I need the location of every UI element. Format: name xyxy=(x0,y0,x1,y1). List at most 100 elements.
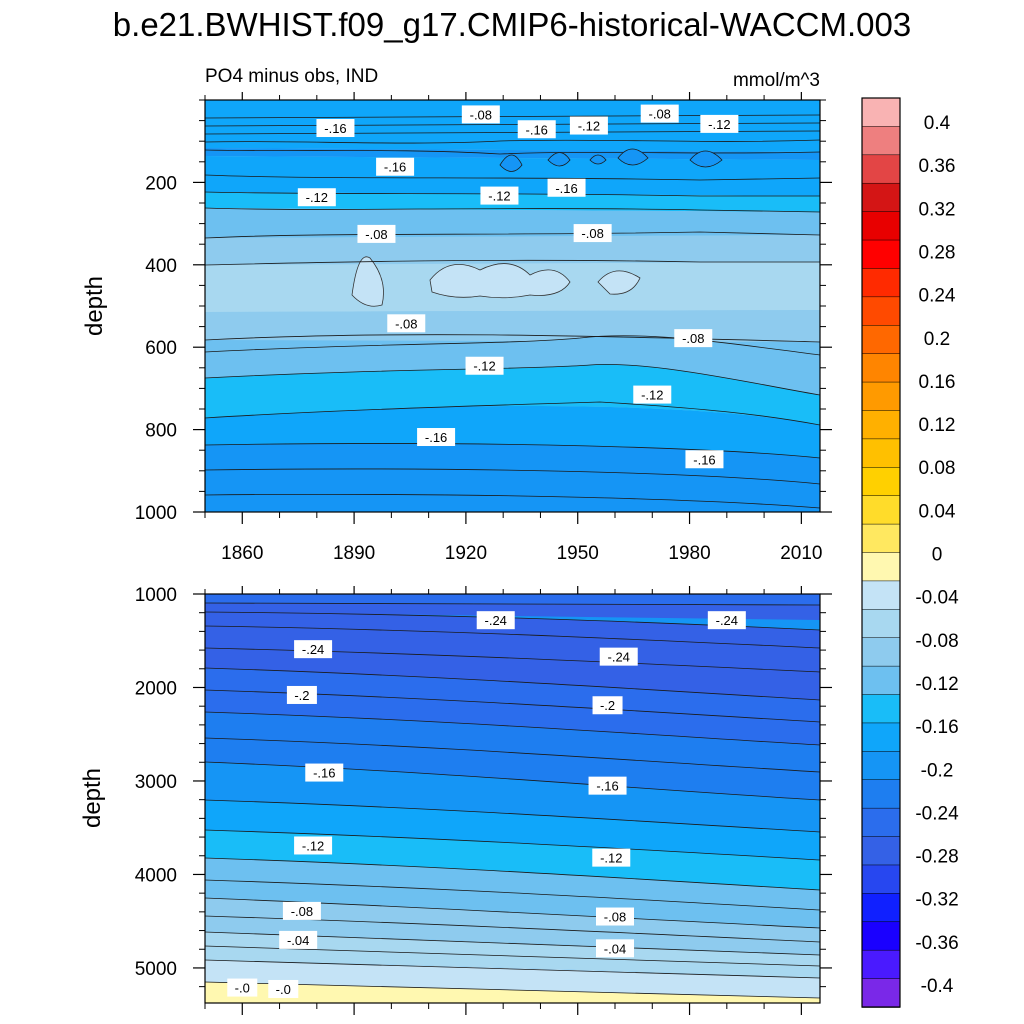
contour-label: -.08 xyxy=(461,105,500,124)
bottom-contour-labels: -.24 -.24 -.24 -.24 -.2 -.2 -.16 -.16 -.12 -.12 -.… xyxy=(227,611,746,998)
colorbar-label: 0.12 xyxy=(919,415,956,436)
contour-label: -.16 xyxy=(376,157,415,176)
colorbar-swatch xyxy=(861,523,901,554)
contour-label: -.08 xyxy=(387,314,426,333)
contour-label-box xyxy=(376,157,415,176)
contour-label-box xyxy=(547,178,586,197)
x-tick-label: 1950 xyxy=(557,543,599,564)
y-tick-label: 600 xyxy=(145,338,177,359)
contour-label-box xyxy=(294,836,333,855)
colorbar-swatch xyxy=(861,467,901,497)
contour-label-box xyxy=(480,186,519,205)
contour-label-text: -.08 xyxy=(682,331,704,346)
contour-label-text: -.08 xyxy=(649,107,671,122)
contour-label: -.16 xyxy=(417,428,456,447)
contour-label-box xyxy=(596,939,634,958)
contour-label: -.04 xyxy=(279,930,318,949)
contour-label-box xyxy=(305,763,344,782)
x-tick-label: 1980 xyxy=(668,543,710,564)
colorbar-swatch xyxy=(861,893,901,923)
contour-label-text: -.12 xyxy=(488,189,510,204)
contour-label-box xyxy=(685,450,724,469)
contour-label-text: -.16 xyxy=(384,160,406,175)
contour-label-box xyxy=(700,114,739,133)
contour-label-box xyxy=(573,224,612,243)
colorbar-swatch xyxy=(861,495,901,525)
contour-label-text: -.2 xyxy=(294,688,309,703)
contour-label-text: -.24 xyxy=(608,650,630,665)
contour-label-box xyxy=(569,116,608,135)
contour-label: -.08 xyxy=(282,901,321,920)
chart-title: b.e21.BWHIST.f09_g17.CMIP6-historical-WA… xyxy=(113,6,911,43)
bottom-y-axis-label: depth xyxy=(79,768,106,828)
colorbar-label: -0.36 xyxy=(915,933,958,954)
contour-label: -.04 xyxy=(596,939,634,958)
y-tick-label: 400 xyxy=(145,256,177,277)
contour-label-box xyxy=(517,120,556,139)
contour-label-text: -.0 xyxy=(235,981,250,996)
contour-label-box xyxy=(674,329,713,348)
colorbar-swatch xyxy=(861,154,901,184)
y-tick-label: 800 xyxy=(145,421,177,442)
contour-label-box xyxy=(387,314,426,333)
colorbar-swatch xyxy=(861,239,901,270)
y-tick-label: 4000 xyxy=(135,865,177,886)
contour-label-text: -.24 xyxy=(485,613,507,628)
contour-label-text: -.2 xyxy=(600,698,615,713)
x-tick-label: 1920 xyxy=(445,543,487,564)
top-y-axis-label: depth xyxy=(81,276,108,336)
colorbar-label: -0.08 xyxy=(915,631,958,652)
colorbar-label: 0.16 xyxy=(919,372,956,393)
colorbar-swatch xyxy=(861,836,901,866)
contour-label-text: -.16 xyxy=(596,779,618,794)
contour-label-box xyxy=(461,105,500,124)
contour-label: -.08 xyxy=(596,907,634,926)
colorbar-label: 0 xyxy=(932,545,943,566)
contour-label-text: -.24 xyxy=(716,613,738,628)
y-tick-label: 2000 xyxy=(135,678,177,699)
colorbar-label: -0.32 xyxy=(915,890,958,911)
contour-label-box xyxy=(227,978,258,997)
contour-label-text: -.08 xyxy=(604,910,626,925)
contour-label: -.08 xyxy=(573,224,612,243)
contour-label-text: -.16 xyxy=(313,766,335,781)
contour-label-box xyxy=(417,428,456,447)
colorbar-swatch xyxy=(861,381,901,412)
contour-label: -.16 xyxy=(305,763,344,782)
contour-label: -.12 xyxy=(480,186,519,205)
colorbar-swatch xyxy=(861,438,901,469)
y-tick-label: 3000 xyxy=(135,772,177,793)
colorbar-swatch xyxy=(861,978,901,1008)
contour-label: -.16 xyxy=(547,178,586,197)
contour-label: -.24 xyxy=(476,611,515,630)
contour-label: -.12 xyxy=(633,385,672,404)
top-panel: 1860 1890 1920 1950 1980 2010 200 400 600 800 100… xyxy=(81,92,832,564)
contour-label-text: -.16 xyxy=(526,122,548,137)
contour-label-text: -.04 xyxy=(287,933,309,948)
contour-label-box xyxy=(476,611,515,630)
subtitle-left: PO4 minus obs, IND xyxy=(205,66,378,87)
colorbar-label: 0.28 xyxy=(919,242,956,263)
contour-label: -.08 xyxy=(674,329,713,348)
contour-label-text: -.16 xyxy=(324,121,346,136)
colorbar-swatch xyxy=(861,325,901,355)
contour-label: -.12 xyxy=(465,356,504,375)
contour-label: -.08 xyxy=(640,104,679,123)
x-tick-label: 2010 xyxy=(780,543,822,564)
contour-label: -.12 xyxy=(592,848,631,867)
colorbar-label: -0.4 xyxy=(921,976,954,997)
contour-label-text: -.16 xyxy=(555,181,577,196)
x-tick-label: 1860 xyxy=(221,543,263,564)
colorbar-swatch xyxy=(861,949,901,980)
contour-label-text: -.04 xyxy=(604,941,626,956)
top-contour-labels: -.08 -.08 -.16 -.16 -.12 -.12 -.16 -.12 -.12 -.16… xyxy=(297,104,739,469)
colorbar-label: -0.24 xyxy=(915,803,959,824)
contour-label-box xyxy=(633,385,672,404)
contour-label-box xyxy=(588,776,627,795)
contour-label: -.24 xyxy=(294,640,333,659)
subtitle-right: mmol/m^3 xyxy=(733,70,820,91)
contour-label: -.16 xyxy=(685,450,724,469)
contour-label-text: -.08 xyxy=(395,316,417,331)
colorbar-swatch xyxy=(861,609,901,639)
contour-label-box xyxy=(297,188,336,207)
